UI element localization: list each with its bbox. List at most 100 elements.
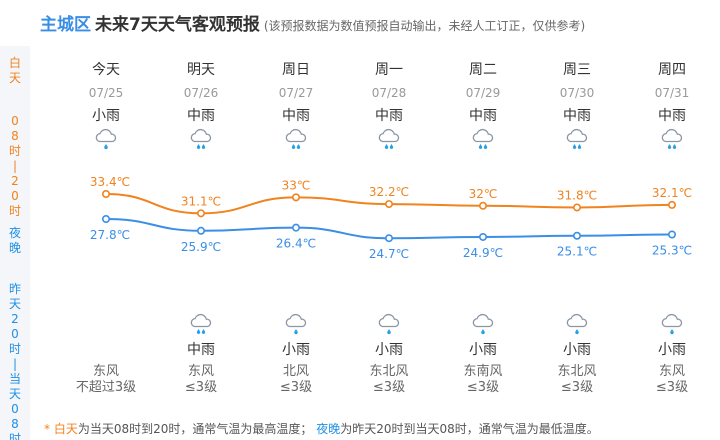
day-date: 07/27: [278, 86, 314, 100]
wind-column: 东南风 ≤3级: [438, 364, 528, 396]
day-weather: 中雨: [187, 108, 215, 124]
night-weather: 小雨: [469, 342, 497, 358]
night-low-point: [572, 231, 581, 240]
day-high-temp-label: 31.8℃: [557, 188, 597, 202]
day-high-temp-label: 31.1℃: [181, 194, 221, 208]
day-name: 明天: [187, 62, 215, 78]
forecast-title: 未来7天天气客观预报: [95, 15, 260, 35]
night-column: 小雨: [256, 312, 336, 360]
night-low-temp-label: 24.7℃: [369, 247, 409, 261]
wind-direction: 东风: [92, 364, 119, 379]
day-high-point: [478, 201, 487, 210]
night-low-point: [384, 234, 393, 243]
moderate-rain-icon: [470, 128, 496, 155]
wind-direction: 东风: [658, 364, 685, 379]
day-weather: 中雨: [282, 108, 310, 124]
night-low-point: [102, 214, 111, 223]
city-name[interactable]: 主城区: [40, 15, 91, 35]
day-high-temp-label: 32.2℃: [369, 185, 409, 199]
moderate-rain-icon: [188, 128, 214, 155]
night-low-point: [197, 226, 206, 235]
night-column: 小雨: [632, 312, 712, 360]
day-high-point: [197, 209, 206, 218]
night-low-point: [291, 223, 300, 232]
day-column: 周四 07/31 中雨: [632, 60, 712, 153]
moderate-rain-icon: [283, 128, 309, 155]
day-name: 周二: [469, 62, 497, 78]
sidebar-night-range: 昨天 2 0 时 | 当天 0 8 时: [8, 282, 21, 440]
wind-column: 东风 ≤3级: [627, 364, 717, 396]
night-low-temp-label: 24.9℃: [463, 246, 503, 260]
night-weather: 中雨: [187, 342, 215, 358]
day-date: 07/26: [183, 86, 219, 100]
light-rain-icon: [470, 313, 496, 340]
day-column: 今天 07/25 小雨: [66, 60, 146, 153]
night-weather: 小雨: [282, 342, 310, 358]
night-column: 小雨: [537, 312, 617, 360]
wind-level: ≤3级: [184, 380, 218, 395]
day-column: 周二 07/29 中雨: [443, 60, 523, 153]
day-high-temp-label: 32℃: [469, 187, 498, 201]
wind-level: 不超过3级: [75, 380, 137, 395]
day-name: 今天: [92, 62, 120, 78]
footer-star: *: [44, 422, 54, 436]
day-date: 07/31: [654, 86, 690, 100]
wind-direction: 东北风: [557, 364, 597, 379]
time-period-sidebar: 白天 0 8 时 | 2 0 时 夜晚 昨天 2 0 时 | 当天 0 8 时: [0, 46, 30, 440]
light-rain-icon: [376, 313, 402, 340]
day-weather: 中雨: [375, 108, 403, 124]
wind-level: ≤3级: [560, 380, 594, 395]
footer-night-text: 为昨天20时到当天08时，通常气温为最低温度。: [340, 422, 599, 436]
wind-direction: 东南风: [463, 364, 503, 379]
wind-direction: 北风: [282, 364, 309, 379]
footer-night-word: 夜晚: [316, 422, 341, 436]
light-rain-icon: [659, 313, 685, 340]
wind-level: ≤3级: [279, 380, 313, 395]
night-low-point: [667, 230, 676, 239]
night-low-temp-label: 25.1℃: [557, 245, 597, 259]
moderate-rain-icon: [659, 128, 685, 155]
day-column: 周三 07/30 中雨: [537, 60, 617, 153]
wind-column: 东北风 ≤3级: [344, 364, 434, 396]
night-weather: 小雨: [375, 342, 403, 358]
day-weather: 中雨: [563, 108, 591, 124]
day-column: 周日 07/27 中雨: [256, 60, 336, 153]
wind-direction: 东风: [187, 364, 214, 379]
day-column: 周一 07/28 中雨: [349, 60, 429, 153]
light-rain-icon: [283, 313, 309, 340]
day-weather: 小雨: [92, 108, 120, 124]
forecast-disclaimer: (该预报数据为数值预报自动输出，未经人工订正，仅供参考): [263, 19, 586, 33]
day-date: 07/25: [88, 86, 124, 100]
wind-level: ≤3级: [466, 380, 500, 395]
night-column: 中雨: [161, 312, 241, 360]
day-name: 周四: [658, 62, 686, 78]
day-high-temp-label: 33℃: [282, 178, 311, 192]
light-rain-icon: [564, 313, 590, 340]
wind-column: 东风 ≤3级: [156, 364, 246, 396]
sidebar-night-label: 夜晚: [8, 226, 21, 255]
day-date: 07/28: [371, 86, 407, 100]
day-high-point: [667, 200, 676, 209]
day-column: 明天 07/26 中雨: [161, 60, 241, 153]
sidebar-day-label: 白天: [8, 56, 21, 85]
sidebar-day-range: 0 8 时 | 2 0 时: [8, 114, 21, 218]
wind-level: ≤3级: [372, 380, 406, 395]
day-high-point: [291, 193, 300, 202]
light-rain-icon: [93, 128, 119, 155]
day-date: 07/30: [559, 86, 595, 100]
day-high-point: [572, 203, 581, 212]
day-high-temp-label: 33.4℃: [90, 175, 130, 189]
wind-column: 东风 不超过3级: [61, 364, 151, 396]
moderate-rain-icon: [188, 313, 214, 340]
night-weather: 小雨: [658, 342, 686, 358]
day-date: 07/29: [465, 86, 501, 100]
night-low-temp-label: 25.3℃: [652, 244, 692, 258]
night-column: 小雨: [443, 312, 523, 360]
day-weather: 中雨: [469, 108, 497, 124]
night-low-point: [478, 232, 487, 241]
wind-column: 东北风 ≤3级: [532, 364, 622, 396]
forecast-header: 主城区 未来7天天气客观预报 (该预报数据为数值预报自动输出，未经人工订正，仅供参考…: [40, 10, 586, 35]
day-name: 周一: [375, 62, 403, 78]
night-weather: 小雨: [563, 342, 591, 358]
moderate-rain-icon: [564, 128, 590, 155]
